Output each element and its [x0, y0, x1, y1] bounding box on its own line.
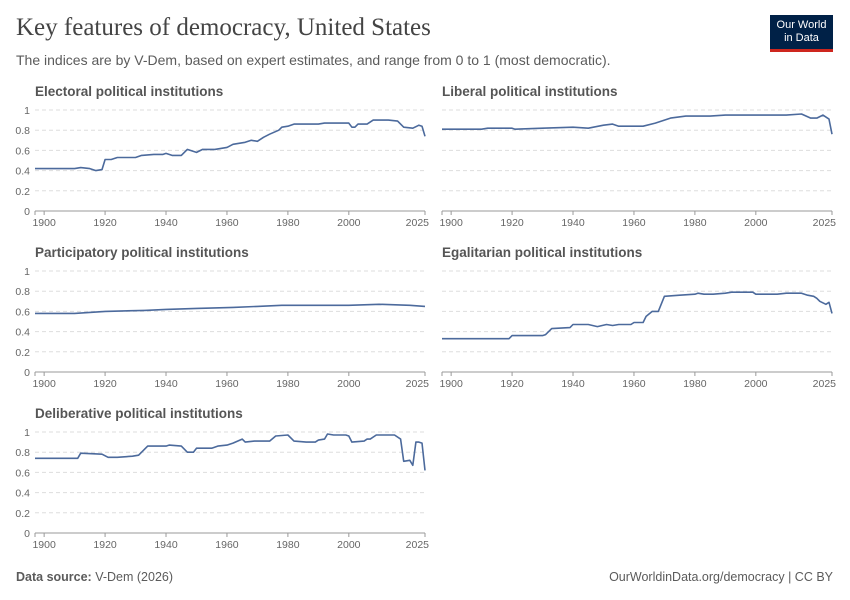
- x-tick-label: 1960: [215, 217, 239, 229]
- panel-liberal: Liberal political institutions 1900 1920 19…: [439, 84, 836, 229]
- x-tick-label: 2025: [813, 217, 837, 229]
- y-tick-label: 0.2: [15, 508, 30, 520]
- y-tick-label: 0.2: [15, 347, 30, 359]
- y-tick-label: 0.4: [15, 166, 30, 178]
- x-tick-label: 1960: [215, 539, 239, 551]
- series-line: [35, 303, 426, 315]
- y-tick-label: 0.8: [15, 125, 30, 137]
- x-tick-label: 2000: [337, 539, 361, 551]
- x-tick-label: 1940: [561, 378, 585, 390]
- x-tick-label: 1940: [154, 378, 178, 390]
- x-tick-label: 1900: [439, 378, 463, 390]
- chart-subtitle: The indices are by V-Dem, based on exper…: [16, 52, 611, 68]
- x-tick-label: 2025: [406, 378, 430, 390]
- x-tick-label: 1980: [276, 539, 300, 551]
- x-tick-label: 1900: [32, 539, 56, 551]
- y-tick-label: 1: [24, 105, 30, 117]
- panel-title: Participatory political institutions: [35, 245, 249, 260]
- x-tick-label: 2000: [744, 378, 768, 390]
- x-tick-label: 2000: [337, 217, 361, 229]
- source-link[interactable]: V-Dem (2026): [95, 570, 174, 584]
- panel-participatory: Participatory political institutions 0 0.2…: [15, 245, 429, 390]
- y-tick-label: 0.4: [15, 327, 30, 339]
- y-tick-label: 0.2: [15, 186, 30, 198]
- x-tick-label: 1920: [93, 217, 117, 229]
- x-tick-label: 1900: [32, 378, 56, 390]
- y-tick-label: 0.8: [15, 447, 30, 459]
- panel-deliberative: Deliberative political institutions 0 0.2 0…: [15, 406, 429, 551]
- y-tick-label: 0.6: [15, 306, 30, 318]
- y-tick-label: 0: [24, 367, 30, 379]
- panel-title: Liberal political institutions: [442, 84, 618, 99]
- x-tick-label: 1960: [215, 378, 239, 390]
- y-tick-label: 0.8: [15, 286, 30, 298]
- x-tick-label: 1900: [439, 217, 463, 229]
- y-tick-label: 0.6: [15, 467, 30, 479]
- series-line: [442, 113, 833, 135]
- x-tick-label: 1940: [154, 539, 178, 551]
- series-line: [35, 433, 426, 471]
- x-tick-label: 1980: [683, 217, 707, 229]
- x-tick-label: 2025: [406, 539, 430, 551]
- x-tick-label: 1920: [500, 378, 524, 390]
- panel-title: Egalitarian political institutions: [442, 245, 642, 260]
- source-label: Data source:: [16, 570, 92, 584]
- x-tick-label: 1900: [32, 217, 56, 229]
- series-line: [442, 291, 833, 340]
- x-tick-label: 1940: [561, 217, 585, 229]
- x-tick-label: 2025: [813, 378, 837, 390]
- chart-title: Key features of democracy, United States: [16, 14, 431, 41]
- x-tick-label: 1920: [93, 378, 117, 390]
- owid-logo[interactable]: Our World in Data: [770, 15, 833, 52]
- panel-electoral: Electoral political institutions 0 0.2 0.4 0…: [15, 84, 429, 229]
- attribution-link[interactable]: OurWorldinData.org/democracy | CC BY: [609, 570, 833, 584]
- panel-title: Deliberative political institutions: [35, 406, 243, 421]
- x-tick-label: 1920: [93, 539, 117, 551]
- y-tick-label: 1: [24, 266, 30, 278]
- x-tick-label: 1980: [276, 378, 300, 390]
- x-tick-label: 1940: [154, 217, 178, 229]
- panel-title: Electoral political institutions: [35, 84, 223, 99]
- x-tick-label: 2000: [337, 378, 361, 390]
- x-tick-label: 1980: [276, 217, 300, 229]
- data-source: Data source: V-Dem (2026): [16, 570, 173, 584]
- y-tick-label: 0: [24, 206, 30, 218]
- y-tick-label: 0: [24, 528, 30, 540]
- y-tick-label: 0.4: [15, 488, 30, 500]
- x-tick-label: 2025: [406, 217, 430, 229]
- x-tick-label: 1920: [500, 217, 524, 229]
- x-tick-label: 1980: [683, 378, 707, 390]
- x-tick-label: 2000: [744, 217, 768, 229]
- logo-line-1: Our World: [776, 19, 827, 31]
- x-tick-label: 1960: [622, 378, 646, 390]
- series-line: [35, 119, 426, 172]
- x-tick-label: 1960: [622, 217, 646, 229]
- y-tick-label: 0.6: [15, 145, 30, 157]
- y-tick-label: 1: [24, 427, 30, 439]
- logo-line-2: in Data: [784, 32, 819, 44]
- panel-egalitarian: Egalitarian political institutions 1900 19…: [439, 245, 836, 390]
